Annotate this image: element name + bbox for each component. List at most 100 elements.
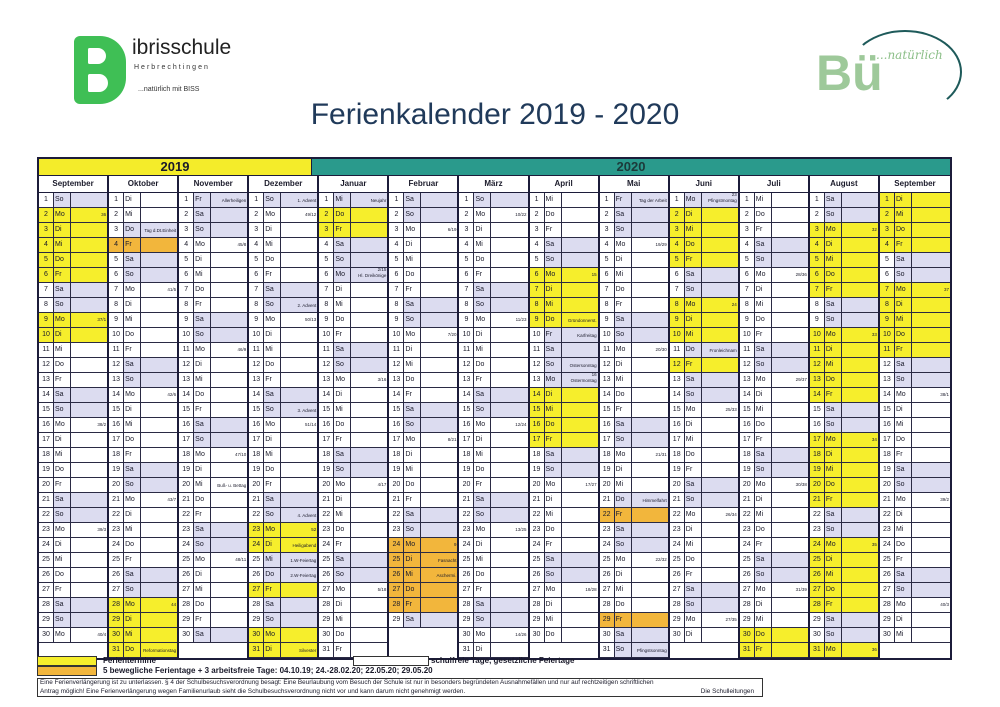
month-column: Januar 1 Mi Neujahr 2 Do 3 Fr 4 Sa 5 So 6 Mo Hl. Dreik…	[319, 176, 390, 658]
weekday: So	[893, 583, 912, 597]
weekday: Mo	[823, 643, 842, 657]
day-note: 7/20	[421, 328, 457, 342]
day-row: 20 Mo 17/27	[529, 478, 598, 493]
day-note	[631, 628, 668, 642]
weekday: Fr	[403, 493, 422, 507]
day-row: 25 Fr	[879, 553, 951, 568]
day-note	[491, 403, 528, 417]
weekday: Mi	[893, 208, 912, 222]
day-row: 13 Mo 29/37	[739, 373, 808, 388]
day-row: 8 Mo 24	[669, 298, 738, 313]
weekday: Fr	[473, 373, 492, 387]
day-number: 9	[814, 316, 819, 323]
day-number: 8	[814, 301, 819, 308]
day-note	[351, 313, 387, 327]
day-row: 22 Mi	[529, 508, 598, 523]
day-row: 18 Mo 21/31	[599, 448, 668, 463]
day-row: 13 So	[879, 373, 951, 388]
day-row: 16 So	[389, 418, 458, 433]
day-note	[771, 238, 808, 252]
day-note: 15	[561, 268, 598, 282]
day-note	[841, 448, 878, 462]
day-row: 21 Di	[529, 493, 598, 508]
weekday: Mo	[893, 388, 912, 402]
day-note: 48/11	[211, 553, 247, 567]
day-row: 1 So	[39, 193, 108, 208]
weekday: Do	[613, 598, 632, 612]
day-note	[211, 373, 247, 387]
day-number: 10	[322, 331, 331, 338]
day-row: 26 Sa	[109, 568, 178, 583]
day-number: 20	[112, 481, 120, 488]
day-number: 14	[672, 391, 681, 398]
weekday: So	[473, 298, 492, 312]
weekday: Fr	[193, 298, 212, 312]
day-number: 17	[322, 436, 331, 443]
day-number: 19	[672, 466, 681, 473]
day-row: 11 Fr	[879, 343, 951, 358]
month-column: April 1 Mi 2 Do 3 Fr 4 Sa 5 So 6 Mo 15 7 Di 8 Mi 9 Do Gründo…	[529, 176, 600, 658]
weekday: Fr	[683, 568, 702, 582]
weekday: Fr	[683, 463, 702, 477]
day-note	[632, 478, 668, 492]
weekday: Di	[823, 448, 842, 462]
day-number: 29	[42, 616, 50, 623]
weekday: Fr	[753, 223, 772, 237]
day-note	[911, 223, 951, 237]
day-row: 21 Do	[179, 493, 248, 508]
month-header: September	[879, 176, 951, 193]
day-note	[772, 403, 808, 417]
day-row: 19 Sa	[109, 463, 178, 478]
day-row: 1 Mi	[739, 193, 808, 208]
day-note	[561, 343, 598, 357]
day-row: 25 Mo 22/32	[599, 553, 668, 568]
day-row: 22 Di	[109, 508, 178, 523]
day-note	[632, 253, 668, 267]
day-note	[912, 613, 950, 627]
month-header: November	[179, 176, 248, 193]
month-column: Februar 1 Sa 2 So 3 Mo 6/19 4 Di 5 Mi 6 Do 7 Fr 8 Sa 9 So 10…	[389, 176, 460, 658]
day-number: 10	[809, 328, 824, 342]
day-row: 24 Do	[109, 538, 178, 553]
day-row: 15 So 3. Advent	[249, 403, 318, 418]
weekday: So	[613, 643, 632, 657]
weekday: So	[683, 388, 702, 402]
day-number: 8	[464, 301, 469, 308]
day-note	[701, 283, 738, 297]
week-number: 8/21	[447, 437, 457, 442]
weekday: Mi	[193, 268, 212, 282]
weekday: Do	[683, 343, 702, 357]
day-number: 13	[672, 376, 681, 383]
weekday: Sa	[193, 418, 212, 432]
day-row: 14 Do	[599, 388, 668, 403]
weekday: Di	[53, 328, 71, 342]
day-row: 5 Mi	[389, 253, 458, 268]
day-note: 37/1	[71, 313, 108, 327]
day-note	[841, 463, 878, 477]
weekday: So	[193, 328, 212, 342]
day-note: 18/28	[562, 583, 598, 597]
day-number: 2	[184, 211, 189, 218]
day-row: 24 Fr	[739, 538, 808, 553]
day-note	[631, 613, 668, 627]
week-number: 52	[311, 527, 317, 532]
day-row: 28 Mo 44	[109, 598, 178, 613]
day-note	[71, 508, 108, 522]
weekday: Mo	[823, 223, 842, 237]
day-row: 6 Sa	[669, 268, 738, 283]
day-row: 21 Mo 43/7	[109, 493, 178, 508]
day-row: 16 Sa	[599, 418, 668, 433]
day-note	[561, 298, 598, 312]
day-note	[701, 238, 738, 252]
week-number: 42/6	[167, 392, 177, 397]
day-row: 15 Sa	[389, 403, 458, 418]
day-note: 2. Advent	[281, 298, 318, 312]
day-row: 19 Do	[459, 463, 528, 478]
day-number: 16	[742, 421, 751, 428]
day-note: 39/3	[71, 523, 107, 537]
holiday-name: 2.W-Feiertag	[290, 573, 317, 578]
day-note: 13/25	[491, 523, 527, 537]
day-note	[702, 568, 738, 582]
day-note	[351, 643, 387, 657]
day-note	[771, 358, 808, 372]
